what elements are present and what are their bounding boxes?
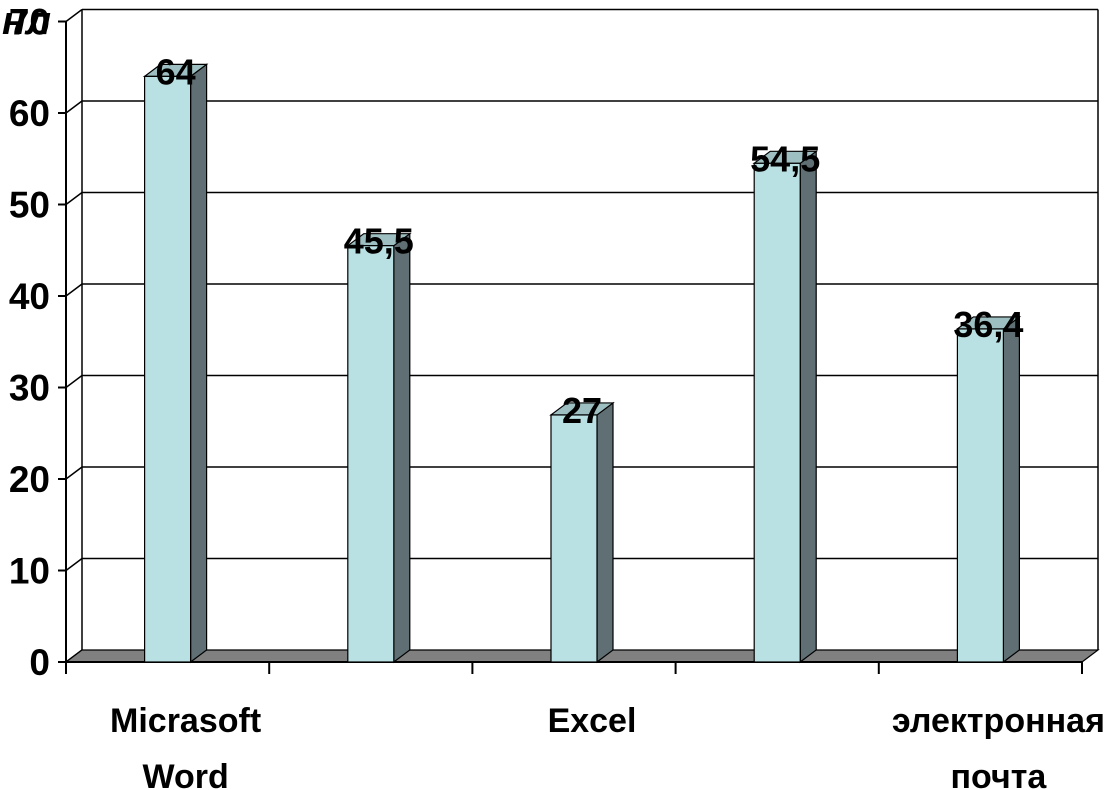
side-wall-gridline xyxy=(65,100,83,114)
category-label: почта xyxy=(951,758,1048,790)
data-label: 45,5 xyxy=(344,221,414,262)
y-axis-ticks: 0 10 20 30 40 50 60 70 xyxy=(9,2,66,683)
bar-group: 27 xyxy=(549,390,615,664)
bar xyxy=(144,75,192,663)
bar-group: 36,4 xyxy=(953,304,1023,664)
bar-side xyxy=(799,150,817,664)
side-wall-gridline xyxy=(65,8,83,23)
bar-side xyxy=(596,401,614,664)
data-label: 64 xyxy=(156,51,196,92)
y-tick-label: 70 xyxy=(9,2,50,43)
y-tick-label: 50 xyxy=(9,185,50,226)
bar xyxy=(753,162,801,663)
y-tick-label: 40 xyxy=(9,276,50,317)
bar xyxy=(550,414,598,663)
category-label: Word xyxy=(142,758,228,790)
bar xyxy=(956,328,1005,663)
category-label: Excel xyxy=(548,702,637,740)
bar-side xyxy=(190,63,208,664)
y-tick-label: 10 xyxy=(9,551,50,592)
gridlines xyxy=(82,8,1098,560)
side-wall-gridline xyxy=(65,374,83,389)
side-wall-gridline xyxy=(65,283,83,297)
y-tick-label: 30 xyxy=(9,368,50,409)
side-wall-gridline xyxy=(65,466,83,480)
data-label: 27 xyxy=(562,390,602,431)
bar-group: 45,5 xyxy=(344,221,414,664)
category-label: электронная xyxy=(892,702,1105,740)
bar-group: 54,5 xyxy=(750,138,820,664)
bar-side xyxy=(393,232,411,664)
bar-side xyxy=(1002,315,1021,664)
data-label: 54,5 xyxy=(750,138,820,179)
data-label: 36,4 xyxy=(953,304,1023,345)
side-wall-gridline xyxy=(65,557,83,572)
category-labels: Micrasoft Word Excel электронная почта xyxy=(65,662,1105,790)
y-tick-label: 60 xyxy=(9,93,50,134)
bar xyxy=(347,245,395,663)
y-tick-label: 20 xyxy=(9,459,50,500)
bar-group: 64 xyxy=(142,51,209,664)
y-tick-label: 0 xyxy=(29,642,50,683)
category-label: Micrasoft xyxy=(110,702,261,740)
side-wall-gridline xyxy=(65,191,83,206)
chart-title-fragment: нл xyxy=(2,0,51,43)
